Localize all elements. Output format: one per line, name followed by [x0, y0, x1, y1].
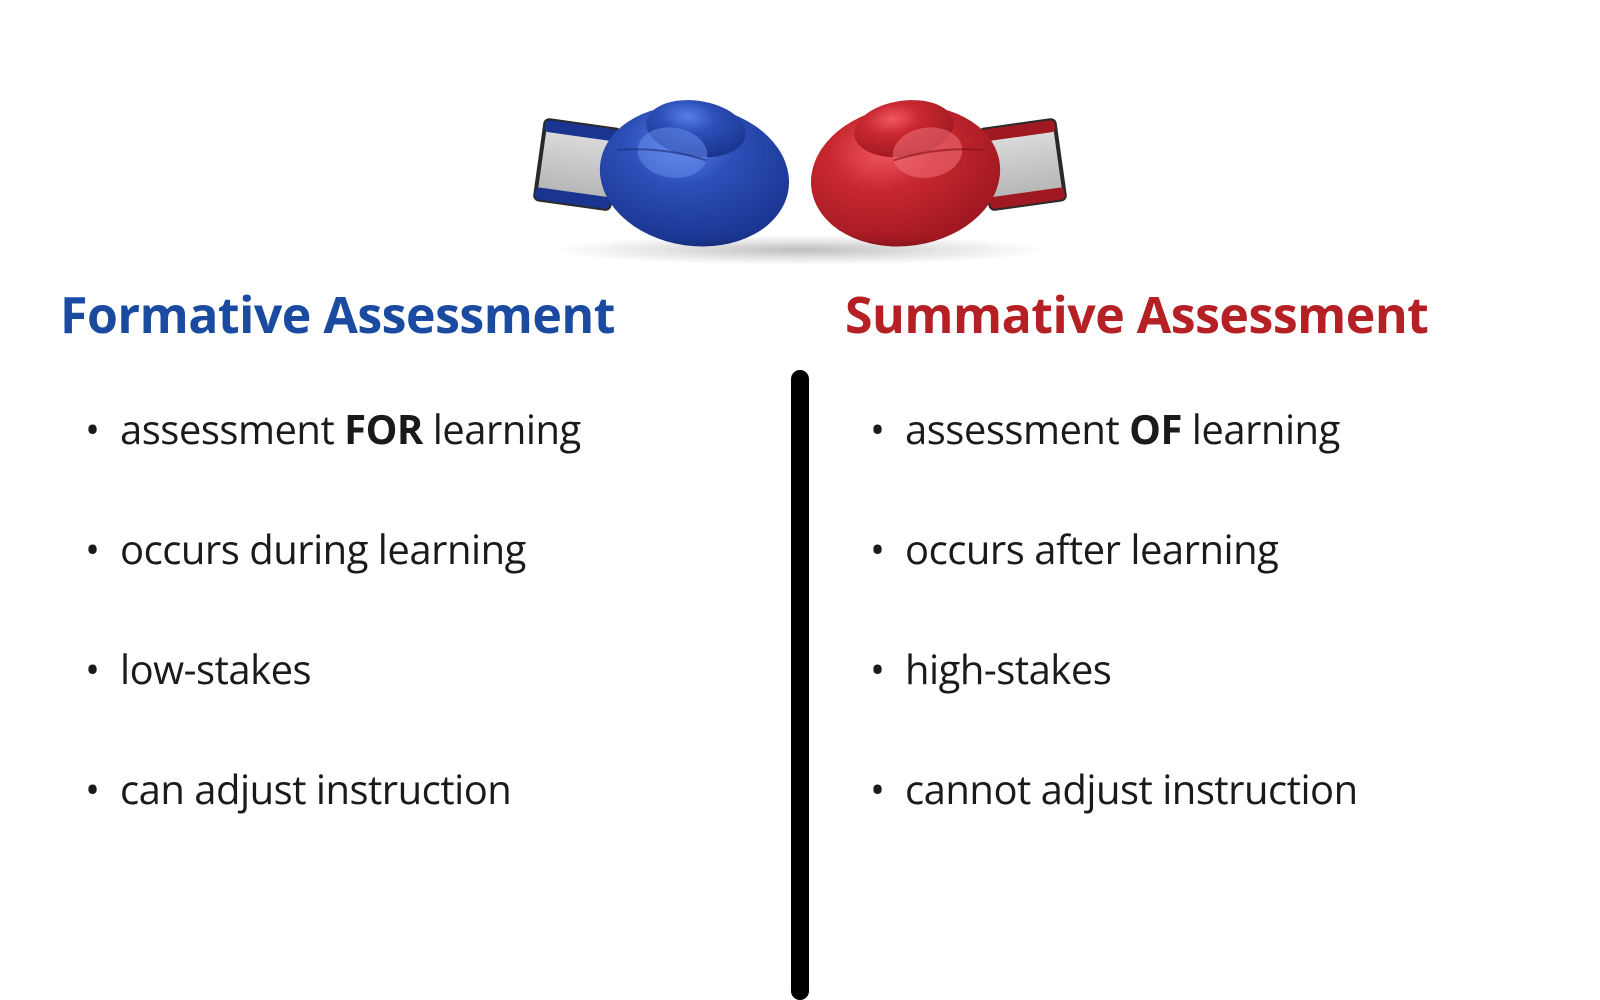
list-item: can adjust instruction	[85, 763, 745, 815]
list-item: occurs during learning	[85, 523, 745, 575]
gloves-shadow	[550, 235, 1050, 265]
center-divider	[791, 370, 809, 1000]
list-item: assessment FOR learning	[85, 403, 745, 455]
summative-list: assessment OF learning occurs after lear…	[845, 403, 1530, 815]
list-item: high-stakes	[870, 643, 1530, 695]
list-item: occurs after learning	[870, 523, 1530, 575]
formative-column: Formative Assessment assessment FOR lear…	[40, 280, 775, 883]
formative-list: assessment FOR learning occurs during le…	[60, 403, 745, 815]
summative-column: Summative Assessment assessment OF learn…	[775, 280, 1560, 883]
list-item: cannot adjust instruction	[870, 763, 1530, 815]
list-item: low-stakes	[85, 643, 745, 695]
list-item: assessment OF learning	[870, 403, 1530, 455]
boxing-gloves-image	[0, 0, 1600, 280]
formative-heading: Formative Assessment	[60, 280, 745, 348]
boxing-gloves-icon	[500, 45, 1100, 255]
comparison-content: Formative Assessment assessment FOR lear…	[0, 280, 1600, 883]
summative-heading: Summative Assessment	[845, 280, 1530, 348]
